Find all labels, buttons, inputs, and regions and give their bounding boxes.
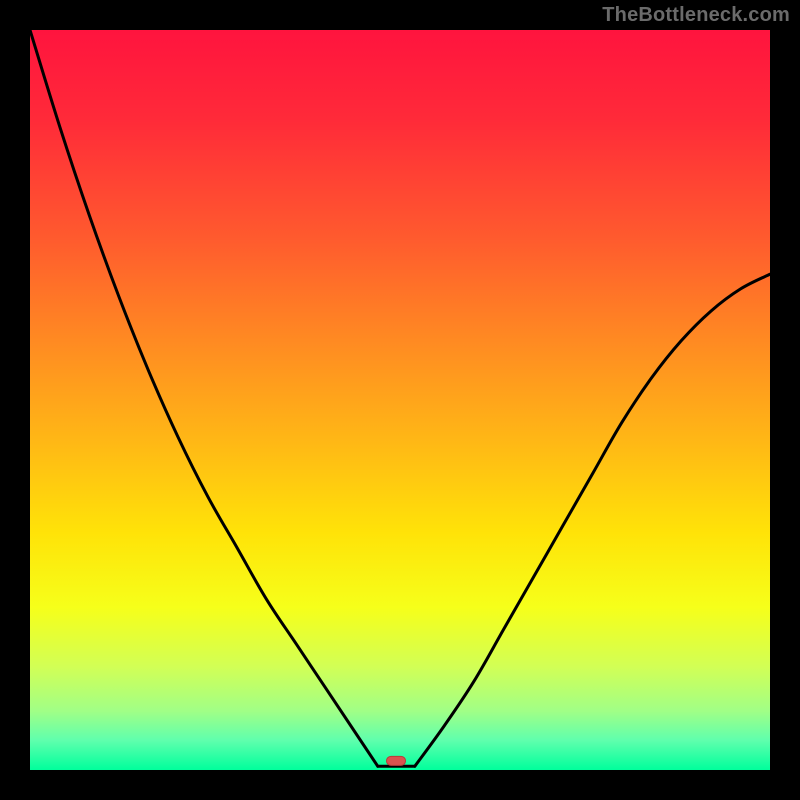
bottleneck-curve <box>30 30 770 770</box>
chart-frame: TheBottleneck.com <box>0 0 800 800</box>
attribution-text: TheBottleneck.com <box>602 4 790 27</box>
optimum-marker <box>386 756 406 766</box>
plot-area <box>30 30 770 770</box>
